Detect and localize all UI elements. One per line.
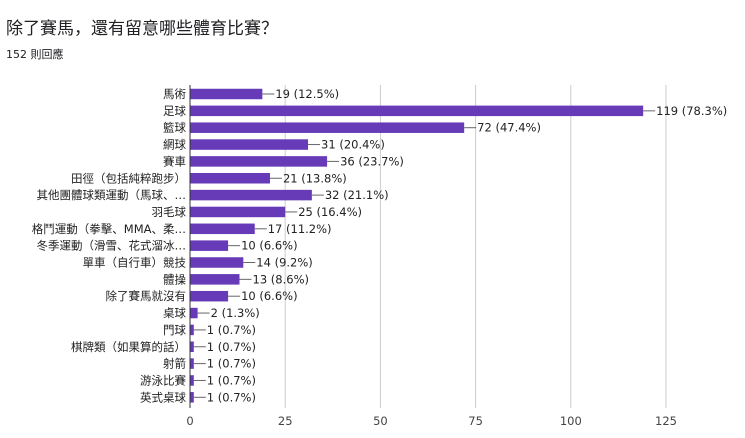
data-label: 10 (6.6%)	[241, 239, 297, 253]
data-label: 36 (23.7%)	[340, 154, 404, 168]
bar	[190, 257, 244, 268]
data-label: 21 (13.8%)	[283, 171, 347, 185]
category-label: 籃球	[163, 121, 186, 135]
data-label: 119 (78.3%)	[656, 104, 727, 118]
x-tick-label: 25	[278, 414, 293, 428]
bar	[190, 392, 194, 403]
bar	[190, 341, 194, 352]
bar	[190, 206, 286, 218]
bar	[190, 307, 198, 319]
bar	[190, 173, 270, 184]
data-label: 1 (0.7%)	[207, 357, 256, 371]
bar	[190, 122, 465, 133]
category-label: 單車（自行車）競技	[83, 256, 187, 270]
data-label: 2 (1.3%)	[211, 306, 260, 320]
data-label: 10 (6.6%)	[241, 289, 297, 303]
data-label: 31 (20.4%)	[321, 138, 385, 152]
bar	[190, 189, 312, 201]
x-tick-label: 75	[468, 414, 483, 428]
category-label: 格鬥運動（拳擊、MMA、柔…	[32, 222, 186, 236]
data-label: 32 (21.1%)	[325, 188, 389, 202]
x-tick-label: 125	[655, 414, 677, 428]
category-label: 其他團體球類運動（馬球、…	[37, 188, 187, 202]
category-label: 體操	[163, 272, 186, 286]
bar	[190, 88, 263, 100]
category-label: 桌球	[163, 306, 186, 320]
data-label: 13 (8.6%)	[253, 272, 309, 286]
x-tick-label: 50	[373, 414, 388, 428]
bar	[190, 105, 644, 117]
category-label: 田徑（包括純粹跑步）	[71, 171, 186, 185]
data-label: 1 (0.7%)	[207, 340, 256, 354]
category-label: 游泳比賽	[140, 373, 186, 387]
bar	[190, 290, 229, 302]
bar	[190, 223, 255, 235]
bar	[190, 375, 194, 386]
question-title: 除了賽馬，還有留意哪些體育比賽？	[6, 19, 278, 39]
category-label: 足球	[163, 104, 186, 118]
category-label: 羽毛球	[152, 205, 187, 219]
x-tick-label: 100	[560, 414, 582, 428]
category-label: 門球	[163, 323, 186, 337]
data-label: 19 (12.5%)	[275, 87, 339, 101]
data-label: 1 (0.7%)	[207, 390, 256, 404]
category-label: 網球	[163, 138, 186, 152]
bar	[190, 274, 240, 285]
bar	[190, 358, 194, 369]
bar	[190, 324, 194, 336]
data-label: 1 (0.7%)	[207, 323, 256, 337]
category-label: 冬季運動（滑雪、花式溜冰…	[37, 239, 187, 253]
category-label: 賽車	[163, 154, 186, 168]
bar	[190, 240, 229, 251]
data-label: 25 (16.4%)	[298, 205, 362, 219]
x-tick-label: 0	[186, 414, 193, 428]
category-label: 英式桌球	[140, 390, 186, 404]
bar	[190, 156, 328, 167]
category-label: 射箭	[163, 357, 186, 371]
category-label: 除了賽馬就沒有	[106, 289, 187, 303]
response-count: 152 則回應	[6, 48, 64, 61]
data-label: 1 (0.7%)	[207, 373, 256, 387]
category-label: 馬術	[163, 87, 186, 101]
category-label: 棋牌類（如果算的話）	[71, 340, 186, 354]
data-label: 17 (11.2%)	[268, 222, 332, 236]
data-label: 72 (47.4%)	[477, 121, 541, 135]
bar	[190, 139, 309, 150]
data-label: 14 (9.2%)	[256, 256, 312, 270]
